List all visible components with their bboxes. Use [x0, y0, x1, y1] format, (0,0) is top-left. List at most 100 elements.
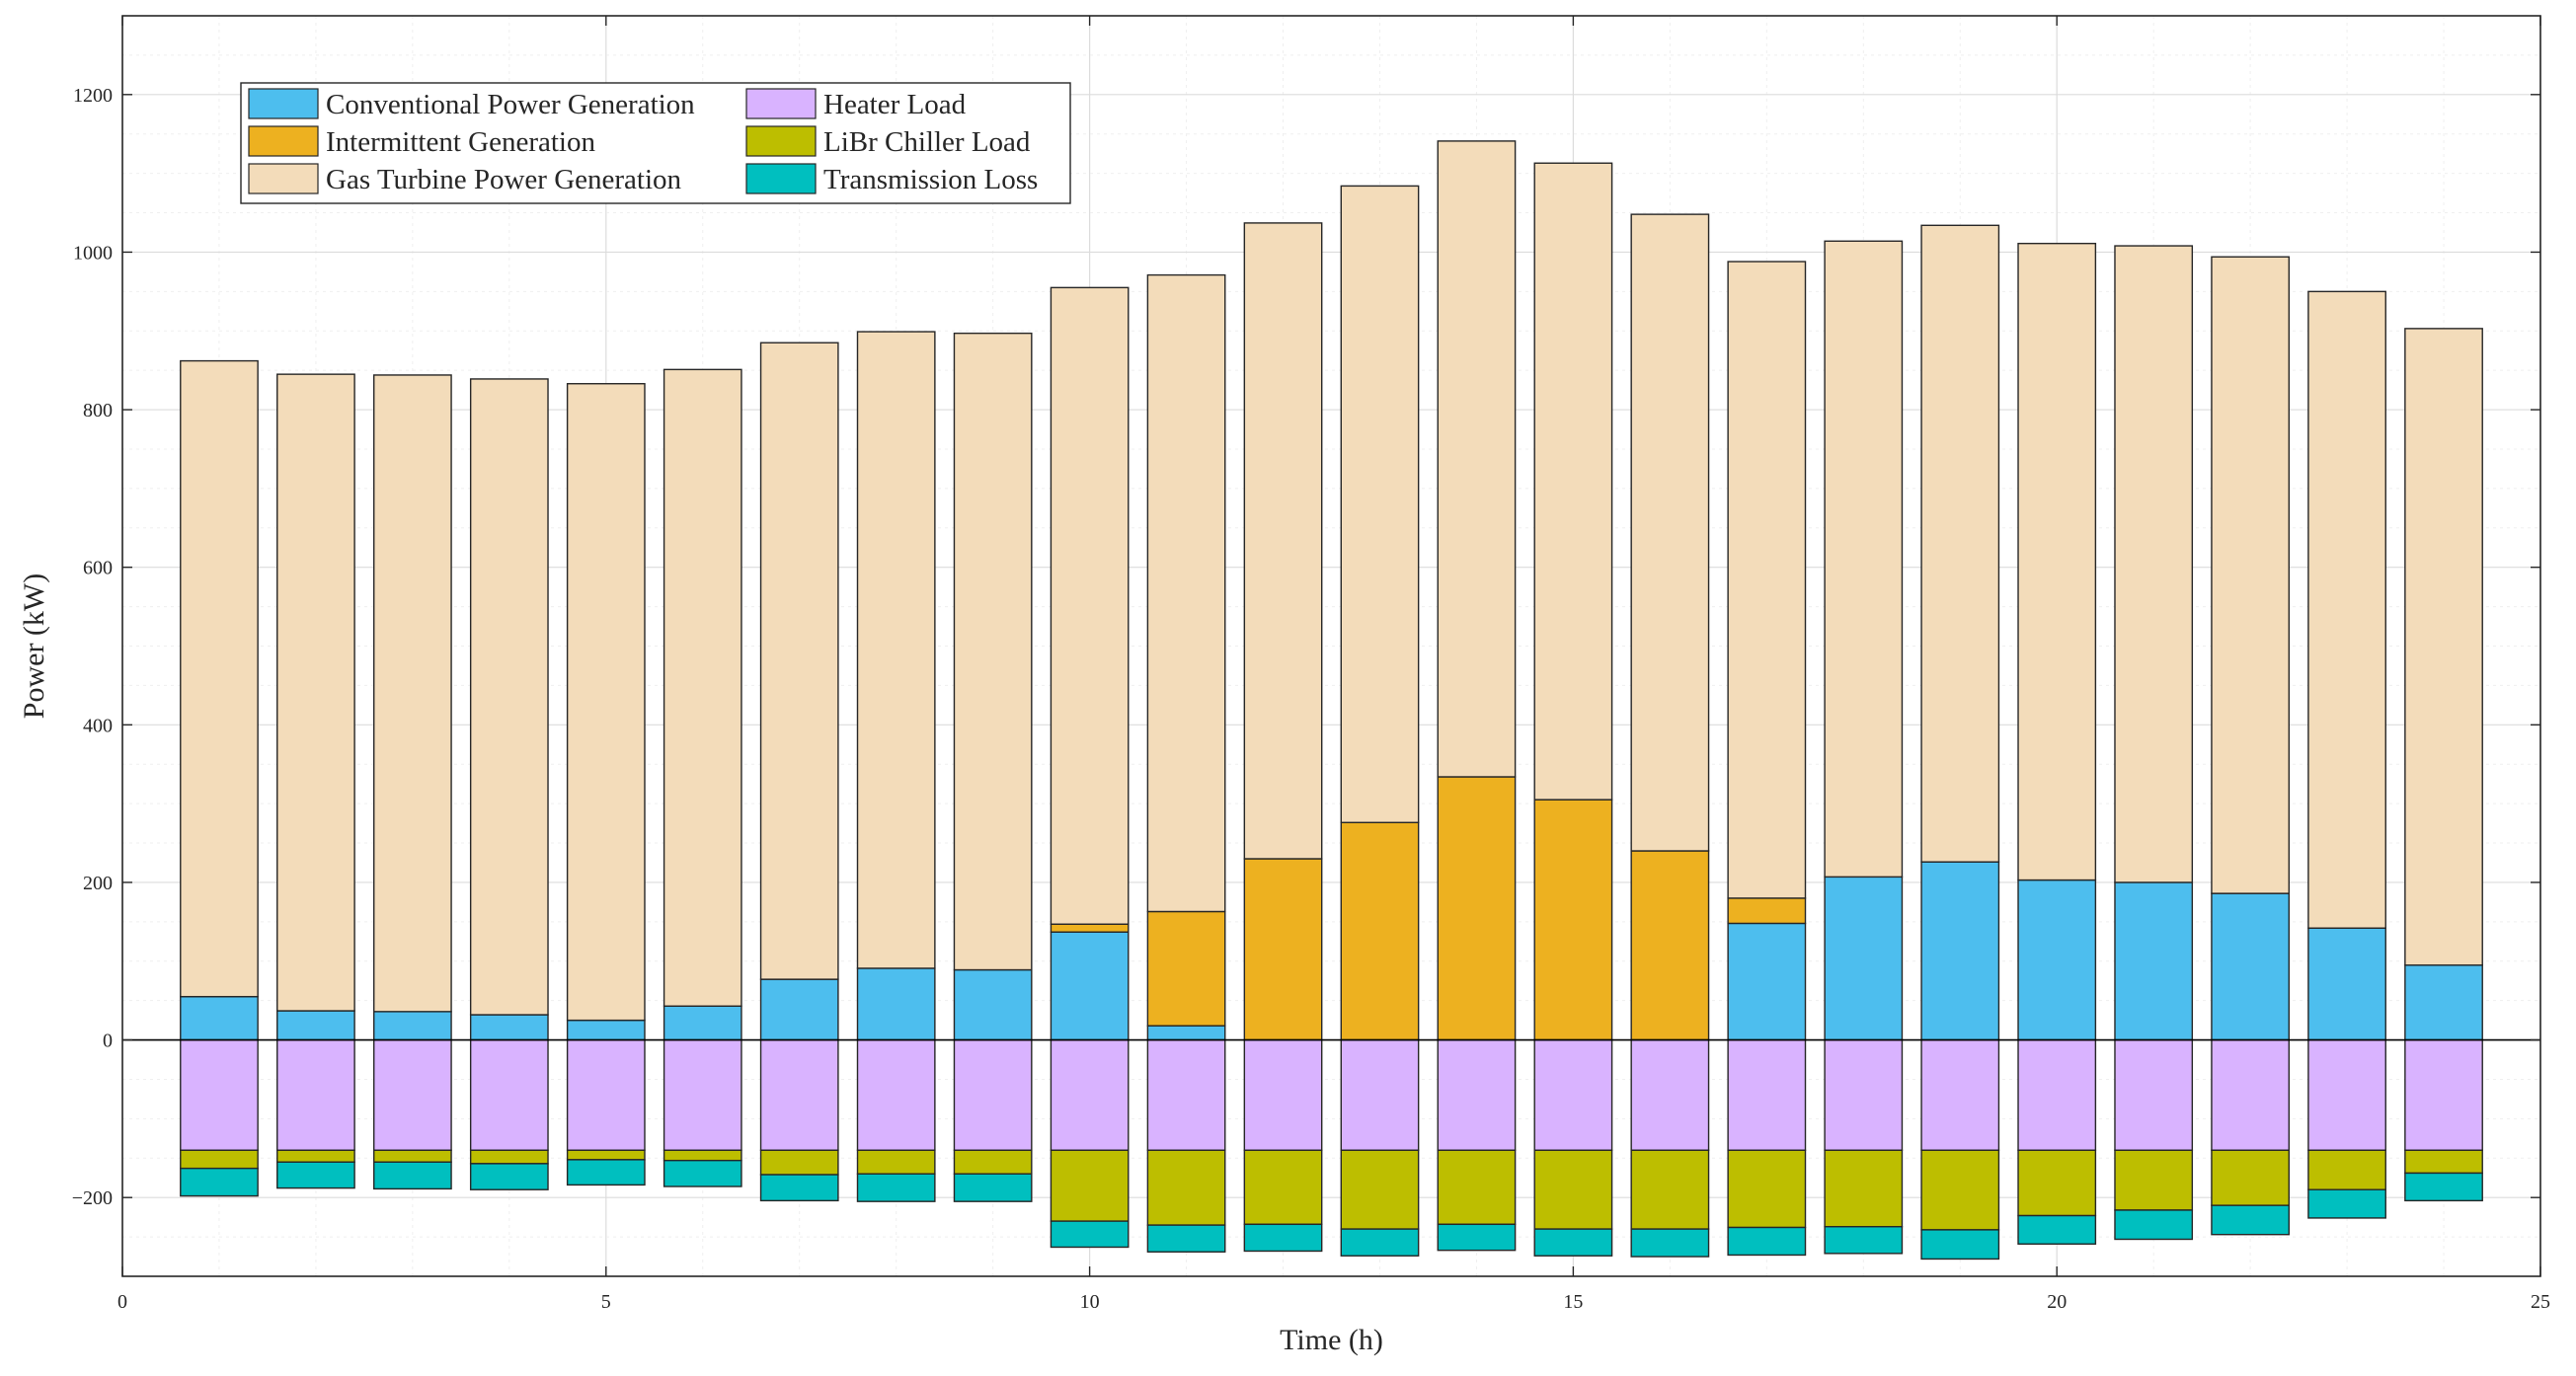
bar-segment-2-hour-10	[1050, 923, 1130, 933]
legend-label: Gas Turbine Power Generation	[326, 164, 682, 195]
y-axis-title: Power (kW)	[18, 573, 50, 719]
bar-segment-1-hour-2	[276, 1010, 355, 1041]
bar-segment-5-hour-14	[1437, 1149, 1517, 1226]
bar-segment-2-hour-15	[1533, 799, 1613, 1041]
bar-segment-3-hour-18	[1824, 240, 1904, 879]
x-axis-title: Time (h)	[1280, 1324, 1383, 1356]
bar-segment-5-hour-16	[1630, 1149, 1710, 1230]
bar-segment-3-hour-12	[1243, 222, 1323, 860]
bar-segment-3-hour-16	[1630, 213, 1710, 852]
bar-segment-3-hour-1	[180, 359, 259, 998]
bar-segment-6-hour-10	[1050, 1220, 1130, 1249]
bar-segment-5-hour-19	[1920, 1149, 2000, 1231]
bar-segment-1-hour-18	[1824, 876, 1904, 1041]
bar-segment-6-hour-7	[759, 1174, 839, 1202]
bar-segment-5-hour-18	[1824, 1149, 1904, 1228]
bar-segment-1-hour-9	[953, 968, 1033, 1041]
legend-swatch	[745, 163, 817, 194]
bar-segment-3-hour-3	[372, 374, 452, 1013]
bar-segment-1-hour-19	[1920, 861, 2000, 1041]
legend-label: LiBr Chiller Load	[823, 126, 1031, 158]
bar-segment-4-hour-14	[1437, 1038, 1517, 1152]
bar-segment-6-hour-15	[1533, 1228, 1613, 1257]
y-tick-label: 1000	[73, 242, 113, 264]
bar-segment-5-hour-4	[469, 1149, 549, 1165]
bar-segment-4-hour-7	[759, 1038, 839, 1152]
bar-segment-5-hour-11	[1146, 1149, 1226, 1226]
bar-segment-6-hour-12	[1243, 1223, 1323, 1253]
bar-segment-5-hour-13	[1340, 1149, 1420, 1230]
bar-segment-5-hour-8	[856, 1149, 936, 1175]
bar-segment-4-hour-3	[372, 1038, 452, 1152]
bar-segment-5-hour-24	[2404, 1149, 2483, 1175]
bar-segment-6-hour-4	[469, 1163, 549, 1190]
bar-segment-5-hour-20	[2017, 1149, 2097, 1217]
bar-segment-6-hour-13	[1340, 1228, 1420, 1257]
x-tick-label: 0	[117, 1291, 127, 1313]
bar-segment-3-hour-6	[663, 368, 742, 1007]
bar-segment-4-hour-15	[1533, 1038, 1613, 1152]
legend-swatch	[248, 88, 319, 119]
bar-segment-1-hour-11	[1146, 1025, 1226, 1041]
bar-segment-5-hour-6	[663, 1149, 742, 1162]
bar-segment-1-hour-20	[2017, 879, 2097, 1041]
bar-segment-1-hour-17	[1727, 922, 1807, 1041]
bar-segment-6-hour-20	[2017, 1214, 2097, 1245]
bar-segment-4-hour-21	[2114, 1038, 2194, 1152]
bar-segment-4-hour-2	[276, 1038, 355, 1152]
bar-segment-6-hour-2	[276, 1161, 355, 1189]
legend-swatch	[248, 163, 319, 194]
bar-segment-4-hour-19	[1920, 1038, 2000, 1152]
bar-segment-1-hour-6	[663, 1005, 742, 1041]
bar-segment-5-hour-17	[1727, 1149, 1807, 1229]
bar-segment-6-hour-18	[1824, 1226, 1904, 1255]
legend-label: Transmission Loss	[823, 164, 1038, 195]
bar-segment-1-hour-24	[2404, 964, 2483, 1041]
x-tick-label: 10	[1080, 1291, 1100, 1313]
y-tick-label: 800	[83, 400, 113, 421]
y-tick-label: 0	[103, 1031, 113, 1052]
legend-swatch	[248, 125, 319, 157]
bar-segment-1-hour-5	[566, 1019, 646, 1041]
bar-segment-5-hour-22	[2211, 1149, 2291, 1206]
bar-segment-6-hour-17	[1727, 1226, 1807, 1257]
x-tick-label: 15	[1563, 1291, 1583, 1313]
bar-segment-6-hour-1	[180, 1167, 259, 1197]
x-tick-label: 20	[2047, 1291, 2067, 1313]
legend-label: Intermittent Generation	[326, 126, 595, 158]
bar-segment-1-hour-21	[2114, 881, 2194, 1041]
bar-segment-5-hour-23	[2307, 1149, 2386, 1190]
x-tick-label: 5	[601, 1291, 611, 1313]
legend-box	[240, 82, 1071, 204]
bar-segment-3-hour-4	[469, 378, 549, 1016]
bar-segment-4-hour-10	[1050, 1038, 1130, 1152]
bar-segment-3-hour-11	[1146, 273, 1226, 913]
bar-segment-6-hour-19	[1920, 1229, 2000, 1261]
bar-segment-4-hour-12	[1243, 1038, 1323, 1152]
bar-segment-3-hour-14	[1437, 140, 1517, 778]
bar-segment-6-hour-6	[663, 1159, 742, 1187]
bar-segment-1-hour-10	[1050, 931, 1130, 1041]
bar-segment-3-hour-8	[856, 331, 936, 969]
bar-segment-6-hour-16	[1630, 1228, 1710, 1258]
y-tick-label: 200	[83, 873, 113, 894]
plot-area-frame	[121, 15, 2541, 1277]
bar-segment-5-hour-2	[276, 1149, 355, 1163]
bar-segment-1-hour-4	[469, 1014, 549, 1041]
bar-segment-5-hour-7	[759, 1149, 839, 1176]
x-tick-label: 25	[2531, 1291, 2550, 1313]
bar-segment-4-hour-23	[2307, 1038, 2386, 1152]
y-tick-label: 400	[83, 715, 113, 736]
bar-segment-4-hour-24	[2404, 1038, 2483, 1152]
bar-segment-3-hour-9	[953, 332, 1033, 971]
bar-segment-5-hour-5	[566, 1149, 646, 1161]
bar-segment-3-hour-24	[2404, 328, 2483, 966]
bar-segment-4-hour-18	[1824, 1038, 1904, 1152]
bar-segment-4-hour-9	[953, 1038, 1033, 1152]
bar-segment-3-hour-19	[1920, 224, 2000, 863]
bar-segment-4-hour-5	[566, 1038, 646, 1152]
bar-segment-6-hour-14	[1437, 1223, 1517, 1252]
bar-segment-1-hour-7	[759, 978, 839, 1041]
bar-segment-2-hour-13	[1340, 821, 1420, 1041]
